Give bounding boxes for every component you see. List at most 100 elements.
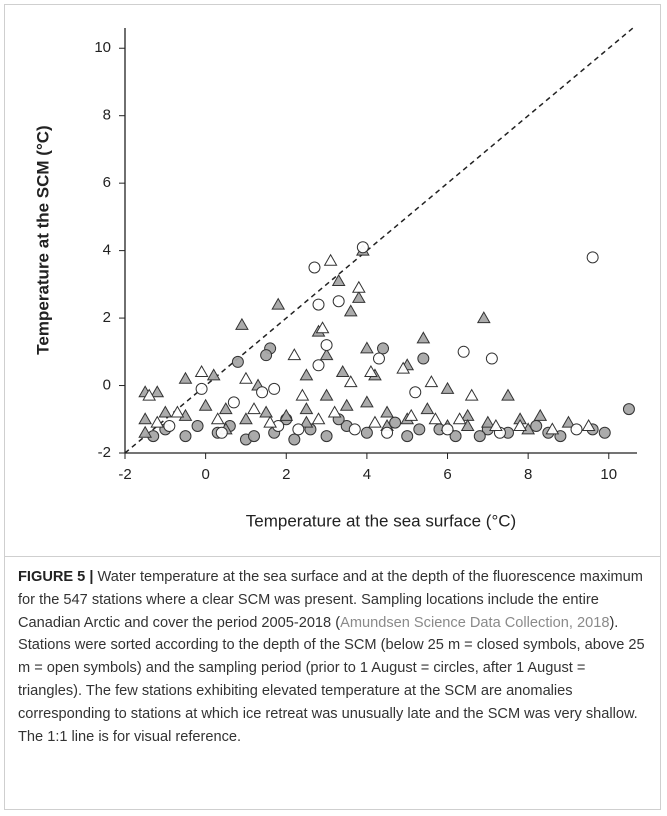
triangle-point bbox=[218, 402, 233, 415]
triangle-point bbox=[323, 253, 338, 266]
circle-point bbox=[256, 386, 269, 399]
triangle-point bbox=[360, 395, 374, 408]
circle-point bbox=[457, 345, 470, 358]
circle-point bbox=[320, 339, 333, 352]
figure-frame bbox=[4, 4, 661, 810]
triangle-point bbox=[279, 408, 294, 421]
circle-point bbox=[191, 420, 204, 433]
triangle-point bbox=[360, 341, 374, 354]
figure-caption: FIGURE 5 | Water temperature at the sea … bbox=[18, 566, 650, 748]
circle-point bbox=[401, 430, 414, 443]
circle-point bbox=[195, 382, 208, 395]
triangle-point bbox=[416, 331, 431, 344]
caption-separator bbox=[4, 556, 661, 557]
circle-point bbox=[348, 423, 361, 436]
triangle-point bbox=[271, 297, 286, 310]
circle-point bbox=[312, 298, 325, 311]
circle-point bbox=[179, 430, 192, 443]
circle-point bbox=[308, 261, 321, 274]
triangle-point bbox=[533, 408, 548, 421]
circle-point bbox=[248, 430, 261, 443]
triangle-point bbox=[460, 419, 475, 432]
circle-point bbox=[473, 430, 486, 443]
triangle-point bbox=[581, 419, 596, 432]
circle-point bbox=[485, 352, 498, 365]
triangle-point bbox=[368, 415, 382, 428]
triangle-point bbox=[311, 412, 326, 425]
circle-point bbox=[320, 430, 333, 443]
triangle-point bbox=[299, 368, 314, 381]
triangle-point bbox=[327, 405, 342, 418]
triangle-point bbox=[452, 412, 467, 425]
triangle-point bbox=[259, 405, 273, 418]
triangle-point bbox=[440, 381, 455, 394]
caption-text: ). Stations were sorted according to the… bbox=[18, 614, 645, 745]
triangle-point bbox=[351, 290, 366, 303]
y-tick-label: 2 bbox=[103, 309, 111, 326]
triangle-point bbox=[380, 405, 394, 418]
triangle-point bbox=[464, 388, 479, 401]
circle-point bbox=[231, 355, 244, 368]
triangle-point bbox=[239, 371, 253, 384]
triangle-point bbox=[561, 415, 576, 428]
caption-label: FIGURE 5 | bbox=[18, 569, 94, 585]
triangle-point bbox=[513, 419, 527, 432]
triangle-point bbox=[170, 405, 185, 418]
triangle-point bbox=[263, 415, 277, 428]
triangle-point bbox=[331, 273, 346, 286]
triangle-point bbox=[460, 408, 475, 421]
circle-point bbox=[381, 426, 394, 439]
triangle-point bbox=[210, 412, 225, 425]
triangle-point bbox=[158, 405, 173, 418]
circle-point bbox=[372, 352, 385, 365]
y-tick-label: 8 bbox=[103, 107, 111, 124]
triangle-point bbox=[206, 368, 221, 381]
triangle-point bbox=[476, 311, 491, 324]
citation-link[interactable]: Amundsen Science Data Collection, 2018 bbox=[340, 614, 610, 631]
x-tick-label: 4 bbox=[363, 466, 371, 483]
y-tick-label: 6 bbox=[103, 174, 111, 191]
circle-point bbox=[332, 295, 345, 308]
circle-point bbox=[288, 433, 301, 446]
circle-point bbox=[417, 352, 430, 365]
triangle-point bbox=[138, 425, 153, 438]
circle-point bbox=[312, 359, 325, 372]
y-tick-label: -2 bbox=[98, 444, 111, 461]
triangle-point bbox=[489, 419, 503, 432]
triangle-point bbox=[424, 375, 439, 388]
triangle-point bbox=[428, 412, 443, 425]
x-tick-label: 6 bbox=[443, 466, 451, 483]
triangle-point bbox=[239, 412, 253, 425]
triangle-point bbox=[364, 365, 378, 378]
triangle-point bbox=[315, 321, 330, 334]
triangle-point bbox=[319, 348, 334, 361]
x-tick-label: 2 bbox=[282, 466, 290, 483]
circle-point bbox=[389, 416, 402, 429]
circle-point bbox=[570, 423, 583, 436]
circle-point bbox=[360, 426, 373, 439]
x-tick-label: 8 bbox=[524, 466, 532, 483]
triangle-point bbox=[287, 348, 302, 361]
circle-point bbox=[409, 386, 422, 399]
triangle-point bbox=[142, 388, 157, 401]
circle-point bbox=[227, 396, 240, 409]
circle-point bbox=[441, 423, 454, 436]
circle-point bbox=[292, 423, 305, 436]
triangle-point bbox=[351, 280, 366, 293]
triangle-point bbox=[335, 365, 350, 378]
triangle-point bbox=[299, 415, 314, 428]
reference-line bbox=[124, 27, 634, 454]
circle-point bbox=[356, 241, 369, 254]
triangle-point bbox=[420, 402, 435, 415]
circle-point bbox=[413, 423, 426, 436]
x-axis-title: Temperature at the sea surface (°C) bbox=[246, 511, 516, 530]
circle-point bbox=[622, 403, 635, 416]
chart: Temperature at the sea surface (°C) Temp… bbox=[33, 27, 637, 530]
triangle-point bbox=[404, 408, 419, 421]
triangle-point bbox=[235, 317, 249, 330]
circle-point bbox=[163, 420, 176, 433]
triangle-point bbox=[138, 412, 153, 425]
circle-point bbox=[260, 349, 273, 362]
triangle-point bbox=[480, 415, 495, 428]
